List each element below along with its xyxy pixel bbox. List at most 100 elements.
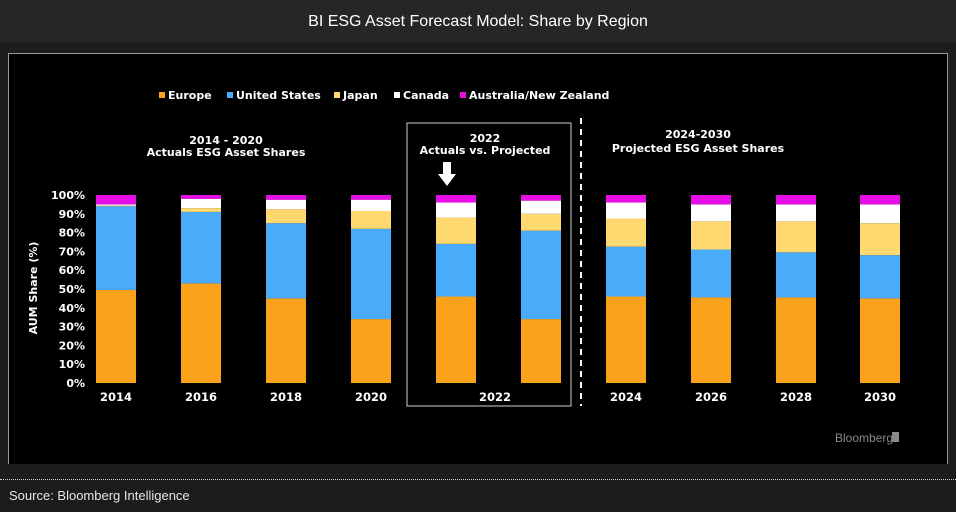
bar-segment <box>860 255 900 299</box>
bar-segment <box>351 199 391 211</box>
bar-segment <box>606 195 646 203</box>
bar-segment <box>181 195 221 199</box>
bar-segment <box>181 211 221 284</box>
bar-segment <box>776 195 816 205</box>
legend-label: Australia/New Zealand <box>469 89 609 102</box>
x-tick-label: 2022 <box>479 390 511 404</box>
chart-title: BI ESG Asset Forecast Model: Share by Re… <box>0 0 956 43</box>
footer-divider <box>0 479 956 480</box>
bloomberg-logo-icon <box>892 432 899 442</box>
legend-swatch <box>394 92 400 98</box>
bar-stack <box>691 195 731 383</box>
legend-swatch <box>227 92 233 98</box>
bar-segment <box>266 298 306 383</box>
bar-stack <box>776 195 816 383</box>
bar-segment <box>860 204 900 224</box>
x-axis: 2014 2016 2018 2020 2022 2024 2026 2028 2030 <box>100 390 896 404</box>
group1-heading: 2014 - 2020 <box>189 134 263 147</box>
x-tick-label: 2014 <box>100 390 132 404</box>
group2-heading: 2022 <box>470 132 501 145</box>
bar-segment <box>436 217 476 244</box>
x-tick-label: 2030 <box>864 390 896 404</box>
stacked-bar-chart: Europe United States Japan Canada Australia/… <box>27 89 900 445</box>
bar-segment <box>606 202 646 219</box>
bar-segment <box>436 195 476 203</box>
bar-segment <box>96 289 136 383</box>
legend-label: Japan <box>342 89 378 102</box>
bar-stack <box>860 195 900 383</box>
bar-segment <box>266 223 306 299</box>
source-note: Source: Bloomberg Intelligence <box>9 488 190 503</box>
bar-segment <box>521 230 561 320</box>
bar-segment <box>521 195 561 201</box>
bar-segment <box>606 218 646 247</box>
bar-segment <box>776 204 816 222</box>
bloomberg-logo: Bloomberg <box>835 431 899 445</box>
y-tick-label: 10% <box>59 358 85 371</box>
bar-segment <box>521 200 561 214</box>
group1-subheading: Actuals ESG Asset Shares <box>147 146 306 159</box>
x-tick-label: 2018 <box>270 390 302 404</box>
bar-segment <box>351 195 391 200</box>
bar-segment <box>266 199 306 210</box>
bar-segment <box>181 198 221 209</box>
bar-stack <box>351 195 391 383</box>
bar-segment <box>606 296 646 383</box>
y-tick-label: 0% <box>66 377 85 390</box>
x-tick-label: 2028 <box>780 390 812 404</box>
bar-segment <box>691 297 731 383</box>
bar-segment <box>351 210 391 229</box>
bar-stack <box>436 195 476 383</box>
bar-segment <box>96 204 136 206</box>
group3-subheading: Projected ESG Asset Shares <box>612 142 785 155</box>
chart-panel: Europe United States Japan Canada Australia/… <box>8 53 948 464</box>
bar-segment <box>436 202 476 218</box>
bar-segment <box>691 221 731 250</box>
bar-stack <box>266 195 306 383</box>
y-tick-label: 40% <box>59 302 85 315</box>
bar-segment <box>691 249 731 298</box>
bar-segment <box>860 223 900 256</box>
bar-segment <box>776 252 816 298</box>
bar-stack <box>181 195 221 383</box>
bars <box>96 195 900 383</box>
y-tick-label: 60% <box>59 264 85 277</box>
y-tick-label: 70% <box>59 245 85 258</box>
bar-segment <box>266 209 306 224</box>
bar-segment <box>691 195 731 205</box>
bar-segment <box>96 206 136 290</box>
bar-segment <box>96 205 136 207</box>
x-tick-label: 2016 <box>185 390 217 404</box>
y-axis: 0% 10% 20% 30% 40% 50% 60% 70% 80% 90% 100% <box>51 189 85 390</box>
bar-segment <box>266 195 306 200</box>
bar-segment <box>860 298 900 383</box>
legend-label: United States <box>236 89 321 102</box>
bar-segment <box>606 246 646 297</box>
bar-segment <box>436 296 476 383</box>
legend-item: Canada <box>394 89 449 102</box>
bar-segment <box>521 319 561 383</box>
bar-segment <box>691 204 731 222</box>
legend-swatch <box>460 92 466 98</box>
bar-segment <box>436 243 476 297</box>
bar-stack <box>606 195 646 383</box>
x-tick-label: 2020 <box>355 390 387 404</box>
legend: Europe United States Japan Canada Australia/… <box>159 89 609 102</box>
y-axis-label: AUM Share (%) <box>27 242 40 335</box>
bar-stack <box>96 195 136 383</box>
x-tick-label: 2026 <box>695 390 727 404</box>
y-tick-label: 90% <box>59 208 85 221</box>
y-tick-label: 30% <box>59 321 85 334</box>
bar-segment <box>776 221 816 253</box>
legend-item: Australia/New Zealand <box>460 89 609 102</box>
legend-item: Japan <box>334 89 378 102</box>
group3-heading: 2024-2030 <box>665 128 731 141</box>
bar-stack <box>521 195 561 383</box>
svg-text:Bloomberg: Bloomberg <box>835 431 893 445</box>
y-tick-label: 50% <box>59 283 85 296</box>
bar-segment <box>351 319 391 383</box>
bar-segment <box>96 195 136 205</box>
bar-segment <box>351 228 391 320</box>
legend-label: Europe <box>168 89 212 102</box>
legend-swatch <box>159 92 165 98</box>
